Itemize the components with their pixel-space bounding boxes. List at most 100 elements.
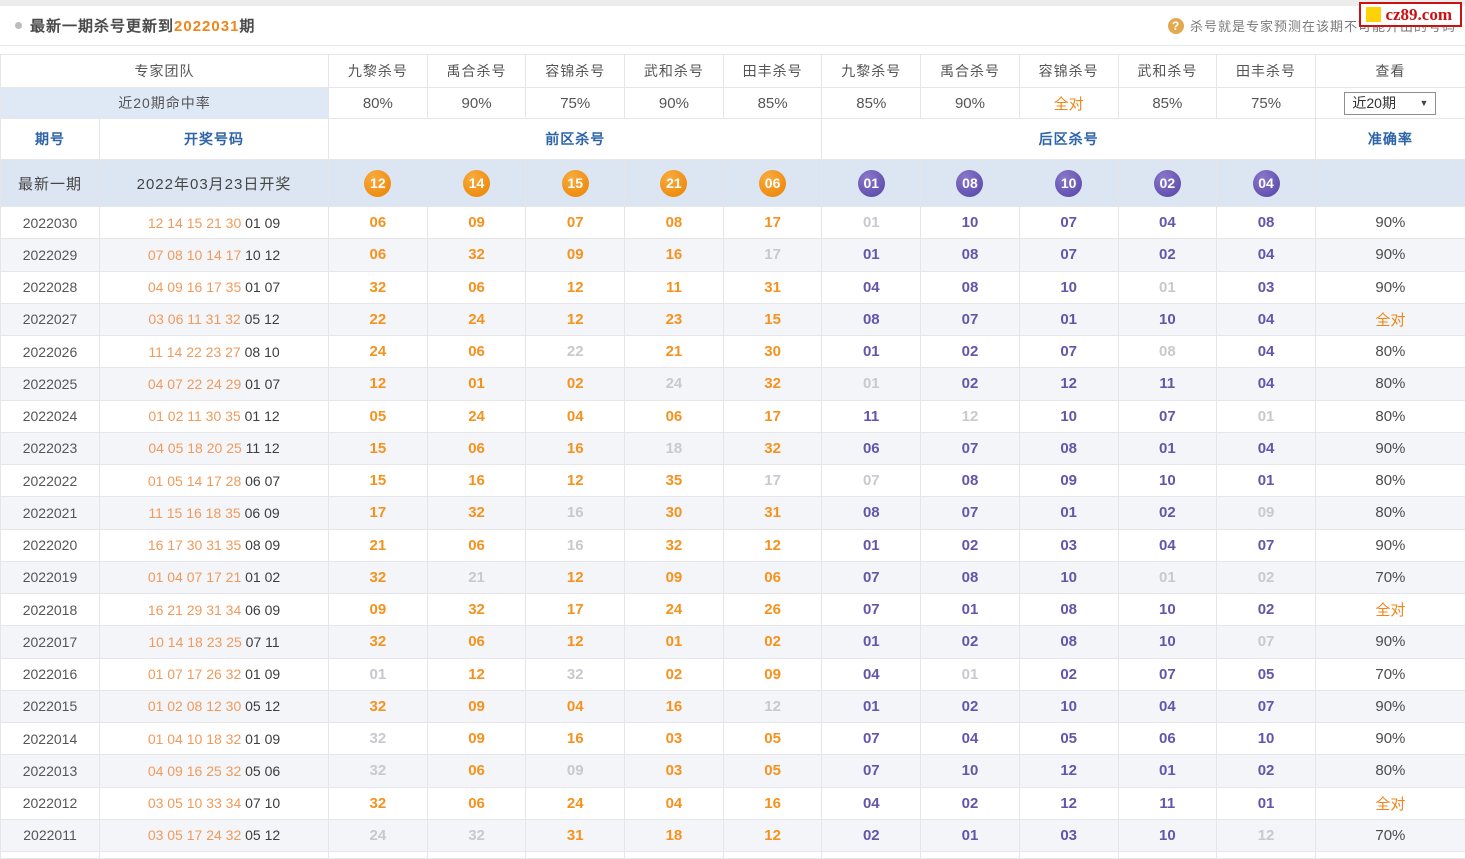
hit-rate-row: 近20期命中率 80%90%75%90%85%85%90%全对85%75% 近2… (1, 88, 1465, 119)
back-kill-ball: 04 (1253, 170, 1280, 197)
period-cell: 2022030 (1, 207, 100, 239)
partial-cell (1019, 852, 1118, 859)
rate-cell: 90% (1315, 690, 1465, 722)
back-kill-cell: 07 (1118, 400, 1217, 432)
draw-cell: 12 14 15 21 30 01 09 (100, 207, 329, 239)
back-kill-cell: 02 (921, 626, 1020, 658)
expert-col-header: 武和杀号 (1118, 55, 1217, 88)
expert-col-header: 九黎杀号 (822, 55, 921, 88)
front-kill-cell: 23 (625, 303, 724, 335)
front-kill-cell: 03 (625, 755, 724, 787)
table-row: 202201901 04 07 17 21 01 023221120906070… (1, 561, 1465, 593)
back-kill-cell: 01 (822, 626, 921, 658)
partial-cell (427, 852, 526, 859)
back-kill-cell: 04 (822, 271, 921, 303)
back-kill-cell: 02 (1118, 497, 1217, 529)
front-kill-cell: 01 (625, 626, 724, 658)
back-kill-cell: 08 (921, 561, 1020, 593)
back-kill-cell: 07 (1217, 690, 1316, 722)
front-kill-cell: 02 (723, 626, 822, 658)
front-draw-numbers: 01 07 17 26 32 (148, 666, 241, 682)
back-draw-numbers: 05 06 (245, 763, 280, 779)
expert-header-row: 专家团队 九黎杀号禹合杀号容锦杀号武和杀号田丰杀号九黎杀号禹合杀号容锦杀号武和杀… (1, 55, 1465, 88)
back-kill-cell: 02 (1118, 239, 1217, 271)
front-kill-cell: 09 (625, 561, 724, 593)
front-draw-numbers: 07 08 10 14 17 (148, 247, 241, 263)
back-kill-cell: 04 (822, 658, 921, 690)
back-kill-cell: 07 (822, 561, 921, 593)
back-kill-cell: 04 (1118, 690, 1217, 722)
period-cell: 2022017 (1, 626, 100, 658)
front-draw-numbers: 04 09 16 17 35 (148, 279, 241, 295)
front-kill-cell: 06 (427, 787, 526, 819)
back-draw-numbers: 01 07 (245, 279, 280, 295)
front-kill-cell: 30 (723, 336, 822, 368)
period-cell: 2022022 (1, 465, 100, 497)
latest-draw-date: 2022年03月23日开奖 (100, 160, 329, 207)
back-draw-numbers: 11 12 (246, 440, 280, 456)
rate-cell: 80% (1315, 368, 1465, 400)
back-kill-cell: 11 (1118, 787, 1217, 819)
front-kill-cell: 32 (329, 723, 428, 755)
front-kill-cell: 15 (329, 432, 428, 464)
back-kill-cell: 10 (921, 755, 1020, 787)
front-kill-cell: 32 (625, 529, 724, 561)
back-kill-cell: 07 (1217, 626, 1316, 658)
front-kill-cell: 12 (723, 690, 822, 722)
draw-cell: 01 02 11 30 35 01 12 (100, 400, 329, 432)
rate-cell: 80% (1315, 400, 1465, 432)
front-kill-cell: 11 (625, 271, 724, 303)
back-kill-cell: 07 (1019, 207, 1118, 239)
front-kill-cell: 32 (329, 561, 428, 593)
front-kill-cell: 35 (625, 465, 724, 497)
back-kill-cell: 08 (921, 239, 1020, 271)
back-draw-numbers: 06 07 (245, 473, 280, 489)
back-kill-cell: 08 (1019, 432, 1118, 464)
range-select[interactable]: 近20期 ▼ (1344, 92, 1436, 115)
back-kill-cell: 10 (921, 207, 1020, 239)
back-draw-numbers: 01 09 (245, 666, 280, 682)
period-cell: 2022011 (1, 819, 100, 851)
back-kill-ball: 01 (858, 170, 885, 197)
draw-cell: 01 02 08 12 30 05 12 (100, 690, 329, 722)
back-kill-cell: 05 (1217, 658, 1316, 690)
back-kill-cell: 04 (1118, 529, 1217, 561)
back-kill-cell: 02 (822, 819, 921, 851)
back-draw-numbers: 01 12 (245, 408, 280, 424)
back-kill-cell: 03 (1217, 271, 1316, 303)
front-kill-cell: 12 (329, 368, 428, 400)
logo-square-icon (1366, 7, 1381, 22)
back-kill-cell: 08 (1019, 594, 1118, 626)
back-kill-cell: 01 (822, 368, 921, 400)
draw-cell: 04 05 18 20 25 11 12 (100, 432, 329, 464)
table-row: 202203012 14 15 21 30 01 090609070817011… (1, 207, 1465, 239)
back-kill-cell: 08 (1118, 336, 1217, 368)
period-cell: 2022023 (1, 432, 100, 464)
rate-cell: 70% (1315, 819, 1465, 851)
hit-rate-value: 85% (723, 88, 822, 119)
back-kill-cell: 07 (822, 755, 921, 787)
front-kill-cell: 01 (427, 368, 526, 400)
front-kill-cell: 30 (625, 497, 724, 529)
draw-cell: 01 07 17 26 32 01 09 (100, 658, 329, 690)
hit-rate-value: 80% (329, 88, 428, 119)
partial-cell (1315, 852, 1465, 859)
front-draw-numbers: 16 17 30 31 35 (148, 537, 241, 553)
partial-cell (625, 852, 724, 859)
front-kill-cell: 04 (625, 787, 724, 819)
back-kill-cell: 01 (1118, 755, 1217, 787)
draw-cell: 16 17 30 31 35 08 09 (100, 529, 329, 561)
back-kill-ball: 02 (1154, 170, 1181, 197)
back-kill-cell: 01 (921, 658, 1020, 690)
front-kill-cell: 12 (526, 626, 625, 658)
site-logo[interactable]: cz89.com (1359, 2, 1462, 27)
rate-cell: 70% (1315, 658, 1465, 690)
expert-col-header: 九黎杀号 (329, 55, 428, 88)
period-cell: 2022014 (1, 723, 100, 755)
back-kill-cell: 12 (1217, 819, 1316, 851)
table-row: 202202401 02 11 30 35 01 120524040617111… (1, 400, 1465, 432)
draw-cell: 11 15 16 18 35 06 09 (100, 497, 329, 529)
front-kill-cell: 32 (723, 432, 822, 464)
back-kill-cell: 04 (921, 723, 1020, 755)
help-icon[interactable]: ? (1168, 18, 1184, 34)
